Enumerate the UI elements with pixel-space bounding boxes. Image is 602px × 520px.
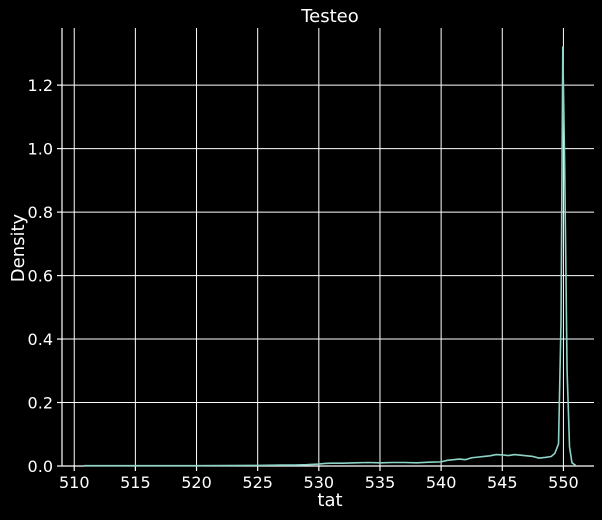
- y-tick-label: 1.0: [28, 140, 53, 159]
- ticks-layer: 510 515 520 525 530 535 540 545 550 0.0 0.2 0.4 0.6 0…: [28, 76, 579, 492]
- y-tick-label: 0.6: [28, 267, 53, 286]
- series-layer: [84, 46, 577, 467]
- y-tick-label: 0.4: [28, 330, 53, 349]
- x-tick-label: 520: [181, 473, 212, 492]
- x-tick-label: 530: [304, 473, 335, 492]
- x-tick-label: 515: [120, 473, 151, 492]
- x-tick-label: 510: [59, 473, 90, 492]
- x-tick-label: 550: [548, 473, 579, 492]
- grid-layer: [62, 28, 594, 467]
- y-tick-label: 0.0: [28, 457, 53, 476]
- x-tick-label: 545: [487, 473, 518, 492]
- x-tick-label: 540: [426, 473, 457, 492]
- x-tick-label: 525: [242, 473, 273, 492]
- density-line: [84, 46, 577, 467]
- chart-title: Testeo: [300, 6, 359, 27]
- y-tick-label: 1.2: [28, 76, 53, 95]
- y-tick-label: 0.8: [28, 203, 53, 222]
- x-axis-title: tat: [317, 490, 342, 511]
- y-tick-label: 0.2: [28, 394, 53, 413]
- x-tick-label: 535: [365, 473, 396, 492]
- y-axis-title: Density: [8, 213, 29, 282]
